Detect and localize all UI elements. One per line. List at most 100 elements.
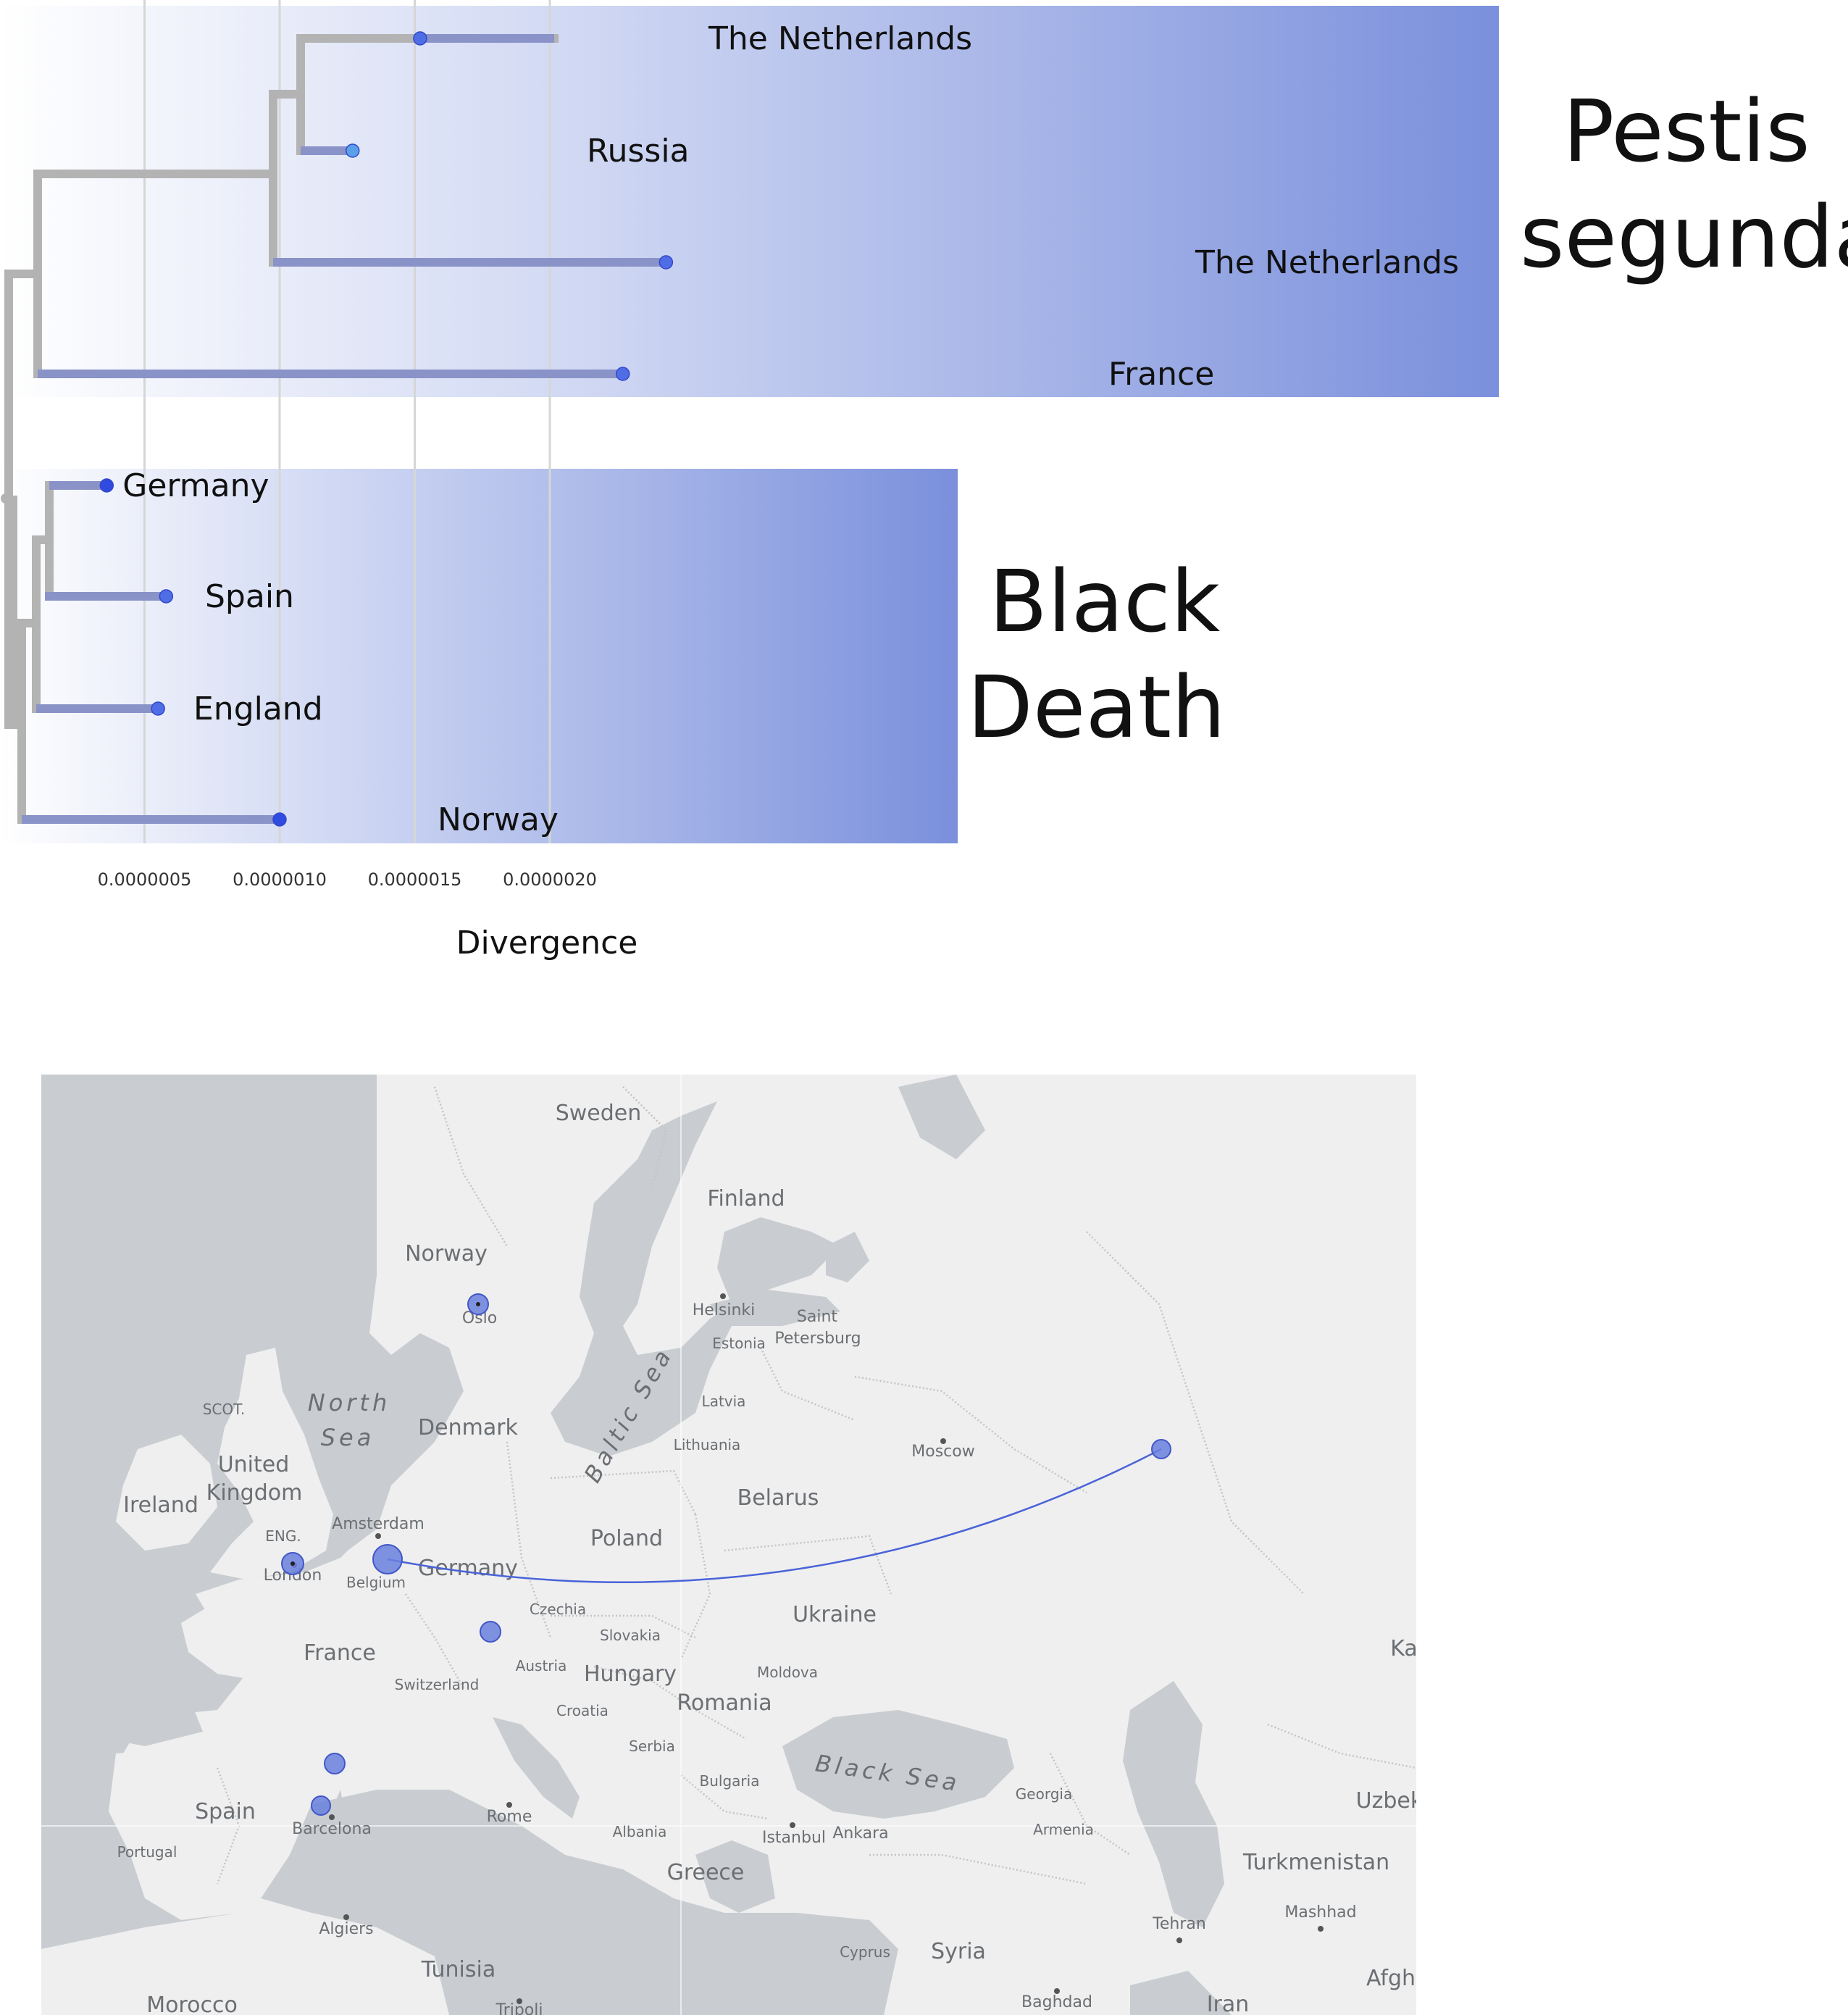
country-label: Ireland — [123, 1493, 198, 1518]
city-label: Istanbul — [762, 1829, 826, 1847]
tip-node — [151, 701, 165, 716]
country-label: Finland — [707, 1186, 785, 1211]
map-graticule — [41, 1075, 1416, 2015]
region-label: Czechia — [530, 1601, 586, 1618]
map-markers — [281, 1293, 1171, 1816]
sample-marker — [372, 1544, 403, 1574]
country-label: Iran — [1207, 1992, 1250, 2015]
black-death-line2: Death — [967, 657, 1226, 758]
country-label: Spain — [195, 1799, 256, 1824]
black-death-label: Black Death — [967, 548, 1228, 761]
black-sea-water — [782, 1710, 1014, 1819]
city-label: Tripoli — [495, 2001, 543, 2015]
baltic-sea-water — [551, 1101, 840, 1456]
country-label: Syria — [931, 1939, 986, 1964]
region-label: Estonia — [712, 1335, 766, 1352]
city-dot — [476, 1302, 480, 1306]
tip-node — [345, 143, 360, 158]
city-dot — [375, 1533, 381, 1539]
city-label: Helsinki — [693, 1301, 756, 1319]
tip-label: Spain — [205, 578, 294, 615]
country-label: Hungary — [584, 1661, 677, 1687]
tip-node — [413, 31, 427, 46]
pestis-segunda-line2: segunda — [1520, 187, 1848, 288]
transmission-arc — [387, 1448, 1162, 1583]
region-label: Armenia — [1033, 1821, 1094, 1838]
lake-ladoga-water — [826, 1232, 869, 1282]
region-label: ENG. — [265, 1527, 301, 1545]
phylogenetic-tree: The Netherlands Russia The Netherlands Fran… — [0, 0, 1499, 961]
x-tick-label: 0.0000010 — [233, 869, 327, 890]
region-label: Bulgaria — [700, 1772, 760, 1790]
sea-label: Sea — [321, 1424, 375, 1451]
sample-marker — [1151, 1439, 1171, 1459]
city-dot — [940, 1438, 946, 1444]
country-label: Germany — [418, 1556, 518, 1581]
city-dot — [506, 1802, 512, 1808]
country-label: Greece — [667, 1860, 745, 1885]
region-label: SCOT. — [203, 1401, 246, 1418]
city-label: Saint — [797, 1308, 838, 1326]
persian-gulf-water — [1130, 1971, 1232, 2015]
black-death-line1: Black — [989, 551, 1221, 651]
sea-label: North — [308, 1389, 391, 1417]
inland-water — [109, 1075, 1232, 2015]
city-dot — [329, 1814, 335, 1820]
sample-marker — [311, 1795, 331, 1816]
city-dot — [343, 1914, 349, 1920]
city-label: Petersburg — [774, 1330, 861, 1348]
land-scandinavia — [377, 1075, 637, 1377]
country-label: Denmark — [418, 1415, 519, 1440]
pestis-segunda-label: Pestis segunda — [1520, 78, 1848, 291]
region-label: Georgia — [1016, 1785, 1072, 1803]
region-label: Serbia — [629, 1737, 675, 1755]
white-sea-water — [898, 1075, 985, 1159]
region-label: Cyprus — [840, 1943, 890, 1961]
region-label: Moldova — [757, 1664, 818, 1681]
region-label: Belgium — [346, 1574, 406, 1591]
region-label: Switzerland — [395, 1676, 480, 1693]
country-label: Turkmenistan — [1242, 1850, 1389, 1875]
black-death-highlight — [0, 469, 958, 843]
tip-label: Russia — [587, 133, 690, 170]
city-label: Algiers — [319, 1920, 373, 1938]
country-label: United — [218, 1452, 290, 1477]
region-label: Latvia — [702, 1393, 746, 1410]
bay-of-biscay-water — [109, 1695, 203, 1746]
city-label: Ankara — [832, 1824, 888, 1843]
land-mainland — [123, 1075, 1416, 2015]
tip-node — [159, 589, 174, 604]
pestis-segunda-highlight — [0, 6, 1499, 397]
city-dot — [1176, 1937, 1182, 1943]
tip-label: The Netherlands — [1195, 244, 1459, 281]
mediterranean-water — [261, 1790, 898, 2015]
city-label: Mashhad — [1284, 1903, 1356, 1922]
caspian-sea-water — [1123, 1681, 1224, 1927]
region-label: Austria — [516, 1657, 567, 1674]
city-dot — [790, 1822, 795, 1828]
x-tick-label: 0.0000005 — [98, 869, 192, 890]
city-dot — [1318, 1926, 1324, 1932]
country-label: France — [304, 1640, 376, 1666]
land-north-africa — [41, 1906, 449, 2015]
adriatic-water — [493, 1717, 580, 1819]
tip-label: Norway — [438, 801, 559, 838]
tip-label: The Netherlands — [708, 20, 972, 57]
tip-node — [272, 812, 287, 827]
x-tick-label: 0.0000020 — [503, 869, 597, 890]
country-label: Romania — [677, 1690, 772, 1716]
city-dot — [290, 1561, 295, 1566]
gridlines — [143, 0, 551, 843]
tip-label: Germany — [122, 467, 269, 504]
x-axis-title: Divergence — [456, 925, 638, 961]
aegean-water — [695, 1840, 775, 1913]
city-dot — [720, 1293, 726, 1299]
country-label: Uzbekista — [1356, 1788, 1463, 1814]
tip-label: England — [193, 691, 323, 727]
country-label: Ukraine — [793, 1602, 877, 1627]
city-label: Barcelona — [292, 1820, 372, 1838]
sample-marker — [480, 1621, 501, 1643]
country-label: Belarus — [737, 1485, 819, 1511]
sample-marker — [324, 1753, 346, 1774]
